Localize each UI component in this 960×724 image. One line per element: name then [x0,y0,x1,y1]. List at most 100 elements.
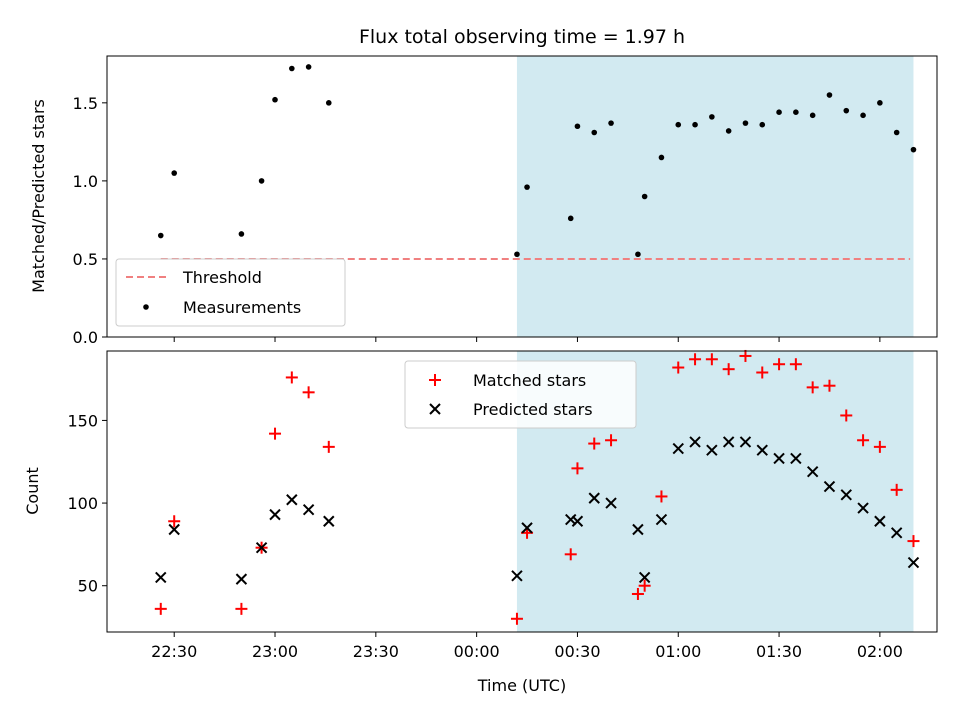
predicted-star-point [168,523,180,536]
measurement-point [289,65,295,72]
predicted-star-point [907,556,920,569]
measurement-point [608,120,614,126]
legend-predicted-label: Predicted stars [473,400,593,419]
legend-matched-swatch [429,374,441,386]
measurement-point [524,184,530,190]
bottom-y-tick-label: 100 [67,494,98,513]
predicted-star-point [672,442,684,455]
matched-star-point [689,353,702,366]
measurement-point [574,123,581,130]
measurement-point [809,112,816,119]
top-y-tick-label: 1.5 [73,94,98,113]
matched-star-point [510,612,523,625]
measurement-point [826,92,833,98]
measurement-point [635,251,641,258]
top-y-tick-label: 0.0 [73,328,98,347]
matched-star-point [840,409,853,422]
legend-matched-label: Matched stars [473,371,586,390]
top-chart-title: Flux total observing time = 1.97 h [359,26,685,48]
predicted-star-point [155,571,167,584]
predicted-star-point [269,508,281,521]
measurement-point [258,178,265,184]
matched-star-point [638,579,651,592]
measurement-point [567,215,574,222]
matched-star-point [154,602,167,615]
measurement-point [692,121,698,128]
predicted-star-point [739,436,752,448]
measurement-point [325,100,332,106]
predicted-star-point [632,523,644,536]
matched-star-point [302,386,315,399]
predicted-star-point [565,513,577,526]
predicted-star-point [235,573,248,585]
matched-star-point [564,548,577,561]
legend-predicted-swatch [429,403,441,415]
predicted-star-point [790,452,802,465]
predicted-star-point [840,489,852,501]
measurement-point [776,109,782,115]
predicted-star-point [823,480,836,493]
legend-threshold-label: Threshold [182,268,262,287]
x-tick-label: 22:30 [151,642,197,661]
matched-star-point [322,440,335,453]
top-y-tick-label: 0.5 [73,250,98,269]
measurement-point [305,64,312,70]
matched-star-point [823,379,836,392]
top-panel: 0.0 0.5 1.0 1.5 Flux total observing time =… [29,26,938,347]
matched-star-point [655,490,668,503]
measurement-point [742,120,749,126]
matched-star-point [235,602,248,615]
measurement-point [641,193,648,200]
measurement-point [860,112,866,119]
matched-star-point [773,358,786,371]
predicted-star-point [806,465,819,478]
matched-star-point [789,358,802,371]
matched-star-point [285,371,298,384]
bottom-legend: Matched stars Predicted stars [404,360,637,429]
top-y-tick-label: 1.0 [73,172,98,191]
measurement-point [675,121,682,128]
matched-star-point [756,366,769,379]
x-tick-label: 00:00 [454,642,500,661]
matched-star-point [605,434,618,447]
x-tick-label: 00:30 [554,642,600,661]
matched-star-point [722,363,735,376]
measurement-point [709,114,715,120]
measurement-point [171,170,178,176]
matched-star-point [857,434,870,447]
predicted-star-point [756,444,768,456]
bottom-legend-box [404,360,637,429]
measurement-point [157,232,164,239]
predicted-star-point [605,497,617,509]
bottom-panel: 50 100 150 22:30 23:00 23:30 00:00 00:30 01:00 0… [23,349,938,695]
x-tick-label: 23:30 [353,642,399,661]
predicted-star-point [773,452,785,465]
top-shaded-region [516,56,914,337]
matched-star-point [806,381,819,394]
matched-star-point [890,483,903,496]
measurement-point [843,107,850,114]
x-tick-label: 01:00 [655,642,701,661]
measurement-point [910,146,917,153]
predicted-star-point [638,571,651,584]
predicted-star-point [302,503,315,516]
bottom-y-tick-label: 50 [78,577,98,596]
measurement-point [238,231,245,237]
bottom-y-tick-label: 150 [67,411,98,430]
predicted-star-point [511,570,523,582]
top-plot-frame [106,55,938,338]
top-legend: Threshold Measurements [115,258,346,327]
predicted-star-point [874,515,886,527]
x-tick-label: 02:00 [857,642,903,661]
matched-star-point [269,427,282,440]
matched-star-point [873,440,886,453]
x-tick-label: 01:30 [756,642,802,661]
measurement-point [877,100,883,106]
predicted-star-point [722,436,735,448]
predicted-star-point [890,527,903,539]
top-y-axis-label: Matched/Predicted stars [29,99,48,293]
predicted-star-point [323,515,335,527]
measurement-point [725,128,732,134]
measurement-point [591,129,598,136]
